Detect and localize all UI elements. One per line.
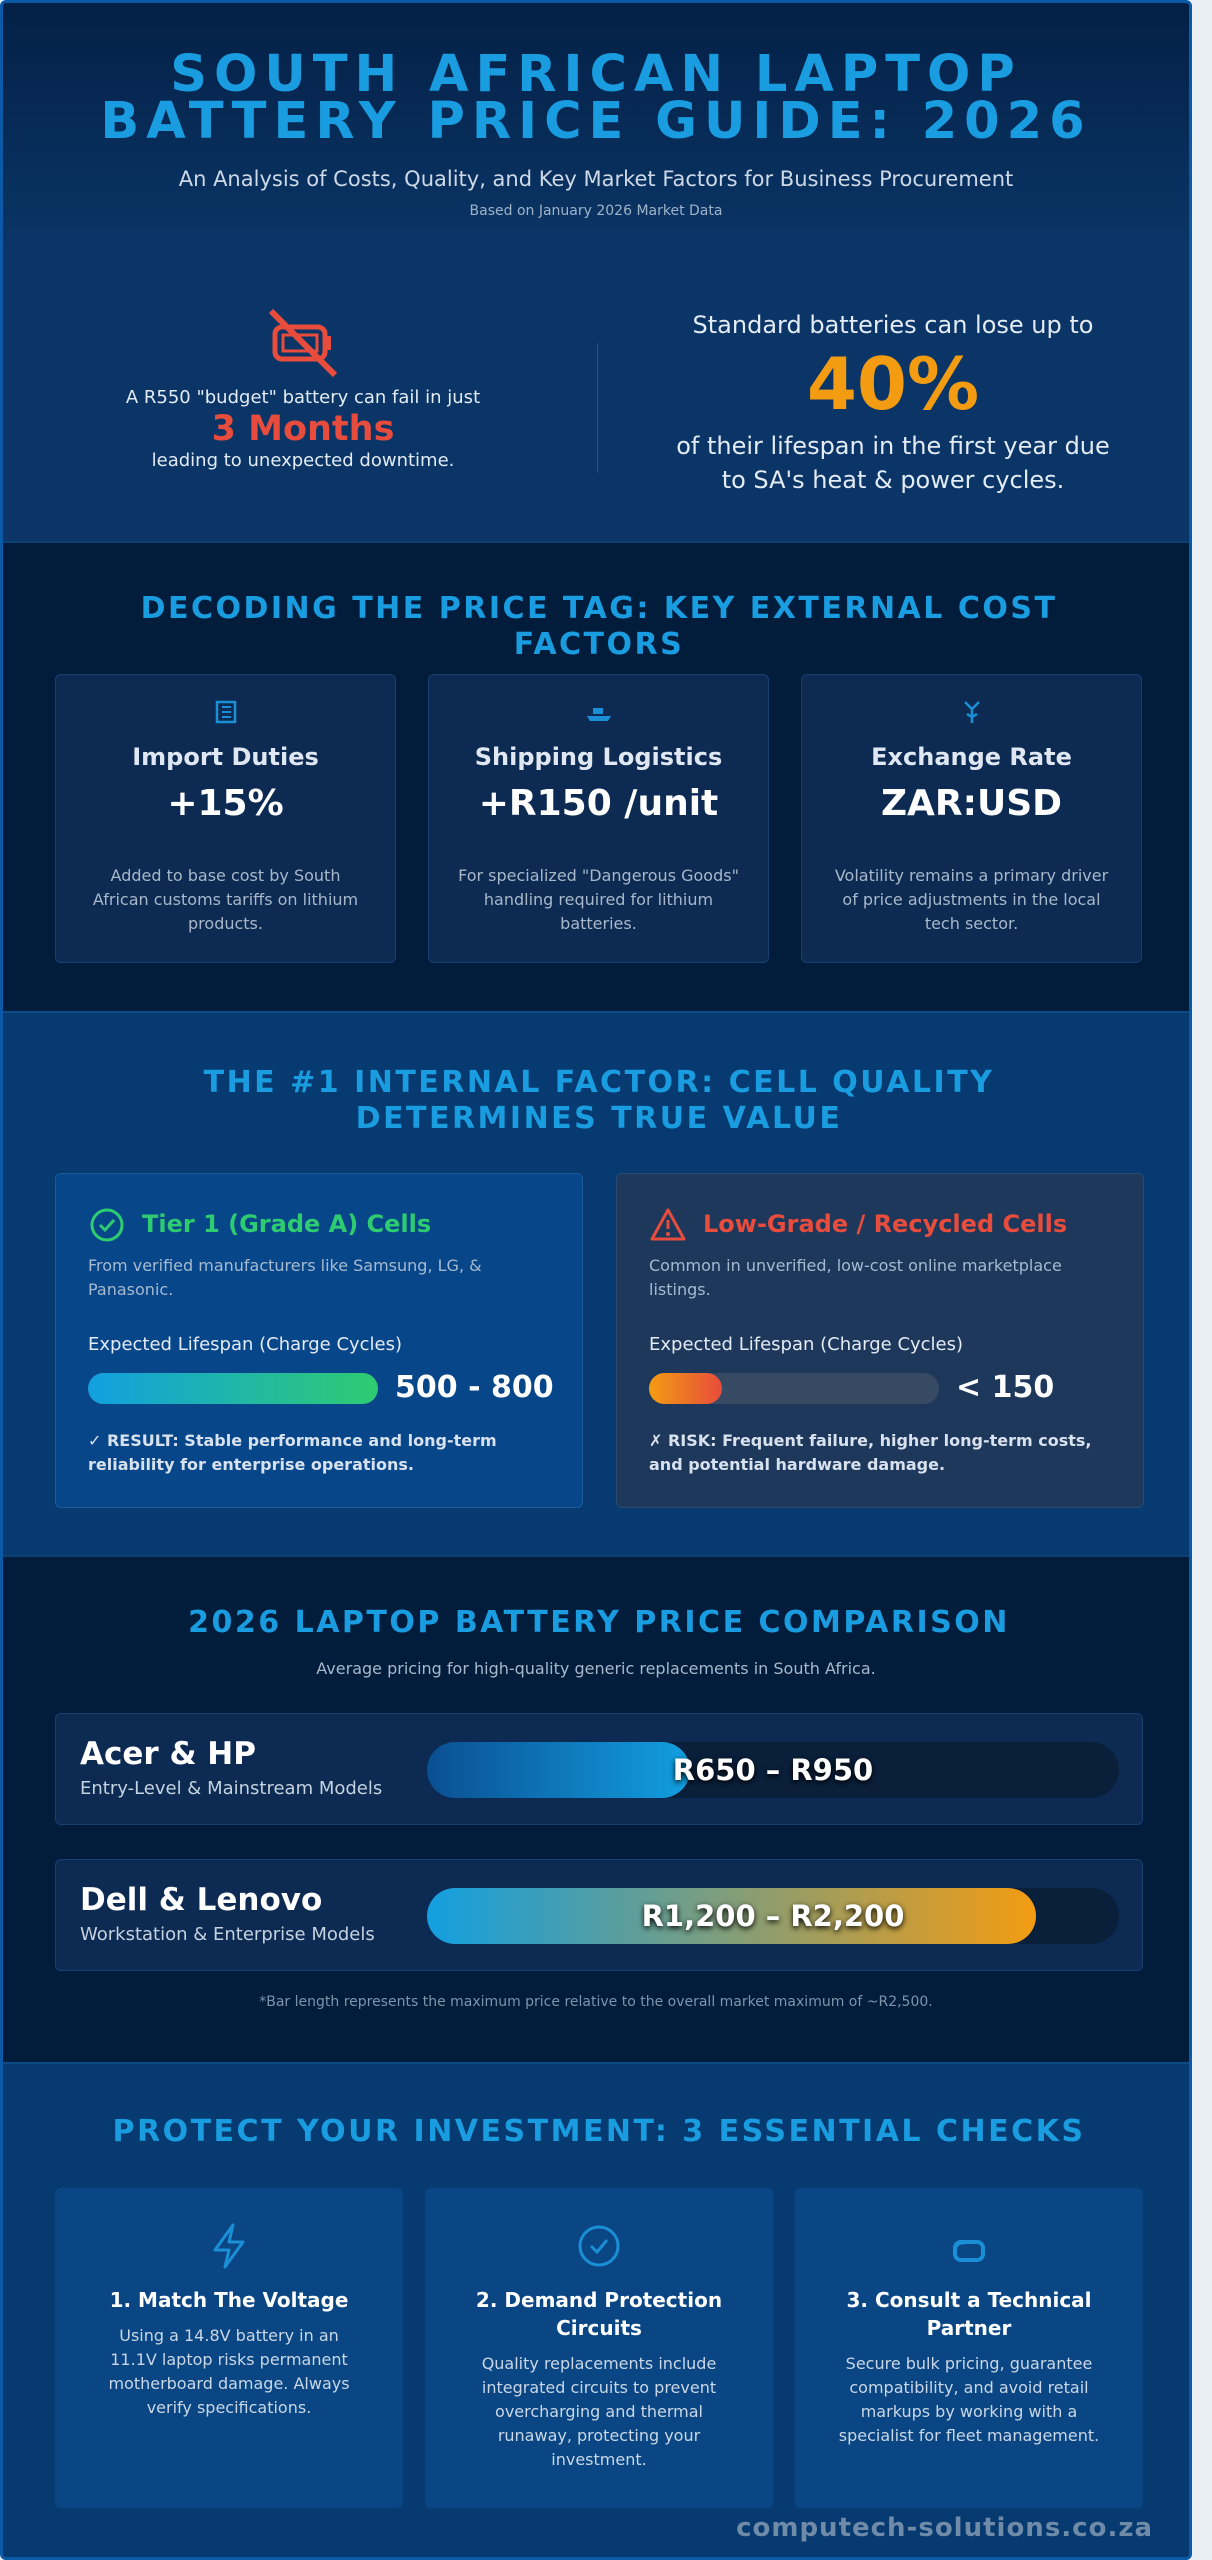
price-row: Dell & Lenovo Workstation & Enterprise Mo…	[55, 1859, 1143, 1971]
lifespan-fill	[649, 1373, 722, 1404]
price-comparison-section: 2026 LAPTOP BATTERY PRICE COMPARISON Ave…	[3, 1555, 1189, 2062]
icon	[650, 1208, 686, 1241]
icon	[215, 700, 236, 724]
icon	[586, 708, 611, 721]
card-title: Tier 1 (Grade A) Cells	[142, 1210, 432, 1238]
icon	[213, 2223, 245, 2269]
card-description: Common in unverified, low-cost online ma…	[649, 1256, 1062, 1299]
cell-quality-section: THE #1 INTERNAL FACTOR: CELL QUALITY DET…	[3, 1011, 1189, 1555]
section-title: THE #1 INTERNAL FACTOR: CELL QUALITY DET…	[203, 1065, 995, 1136]
cost-card: Exchange Rate ZAR:USD Volatility remains a…	[801, 674, 1142, 963]
footnote: *Bar length represents the maximum price…	[259, 1994, 933, 2010]
price-track: R1,200 – R2,200	[427, 1888, 1119, 1944]
icon	[213, 2223, 245, 2269]
card-value: ZAR:USD	[880, 783, 1063, 824]
price-track: R650 – R950	[427, 1742, 1119, 1798]
section-title: DECODING THE PRICE TAG: KEY EXTERNAL COS…	[140, 591, 1058, 662]
card-title: Low-Grade / Recycled Cells	[703, 1210, 1068, 1238]
note: Based on January 2026 Market Data	[469, 203, 723, 219]
icon	[589, 2239, 609, 2255]
lifespan-range: 500 - 800	[395, 1370, 554, 1405]
icon	[953, 2240, 985, 2262]
price-label: R1,200 – R2,200	[641, 1899, 905, 1933]
icon	[215, 700, 236, 724]
card-verdict: ✗ RISK: Frequent failure, higher long-te…	[649, 1431, 1092, 1474]
icon	[963, 701, 980, 723]
card-title: Import Duties	[132, 743, 319, 771]
battery-off-icon	[268, 308, 338, 378]
hero-right-outro: of their lifespan in the first year due …	[676, 432, 1110, 494]
check-title: 2. Demand Protection Circuits	[475, 2288, 723, 2340]
section-subtitle: Average pricing for high-quality generic…	[316, 1659, 876, 1678]
header-section: SOUTH AFRICAN LAPTOP BATTERY PRICE GUIDE…	[3, 3, 1189, 541]
subtitle: An Analysis of Costs, Quality, and Key M…	[178, 167, 1014, 191]
cost-factors-section: DECODING THE PRICE TAG: KEY EXTERNAL COS…	[3, 541, 1189, 1011]
card-value: +R150 /unit	[478, 783, 719, 824]
icon	[90, 1208, 124, 1242]
quality-card: Low-Grade / Recycled Cells Common in unve…	[616, 1173, 1144, 1508]
lifespan-track	[649, 1373, 939, 1404]
cost-card: Shipping Logistics +R150 /unit For special…	[428, 674, 769, 963]
lifespan-label: Expected Lifespan (Charge Cycles)	[649, 1334, 964, 1355]
hero-right-highlight: 40%	[806, 342, 980, 426]
check-description: Secure bulk pricing, guarantee compatibi…	[838, 2354, 1100, 2445]
check-title: 1. Match The Voltage	[109, 2288, 349, 2312]
card-title: Exchange Rate	[871, 743, 1072, 771]
card-value: +15%	[167, 783, 284, 824]
check-description: Using a 14.8V battery in an 11.1V laptop…	[108, 2326, 350, 2417]
check-card: 3. Consult a Technical Partner Secure bul…	[795, 2188, 1143, 2508]
icon	[592, 708, 603, 714]
hero-left-highlight: 3 Months	[211, 409, 395, 449]
cost-card: Import Duties +15% Added to base cost by S…	[55, 674, 396, 963]
price-bar	[427, 1742, 690, 1798]
icon	[650, 1208, 686, 1241]
icon	[963, 701, 980, 723]
price-row: Acer & HP Entry-Level & Mainstream Models…	[55, 1713, 1143, 1825]
title: SOUTH AFRICAN LAPTOP BATTERY PRICE GUIDE…	[100, 45, 1092, 151]
hero-right: Standard batteries can lose up to 40% of…	[633, 311, 1153, 497]
check-title: 3. Consult a Technical Partner	[846, 2288, 1092, 2340]
hero-left: A R550 "budget" battery can fail in just…	[103, 303, 503, 471]
checks-section: PROTECT YOUR INVESTMENT: 3 ESSENTIAL CHE…	[3, 2062, 1189, 2557]
icon	[578, 2225, 620, 2267]
lifespan-track	[88, 1373, 378, 1404]
icon	[578, 2225, 620, 2267]
lifespan-fill	[88, 1373, 378, 1404]
section-title: 2026 LAPTOP BATTERY PRICE COMPARISON	[188, 1605, 1010, 1640]
hero-left-intro: A R550 "budget" battery can fail in just	[125, 387, 481, 408]
hero-left-outro: leading to unexpected downtime.	[151, 450, 455, 471]
card-description: Added to base cost by South African cust…	[92, 866, 359, 933]
card-description: Volatility remains a primary driver of p…	[834, 866, 1109, 933]
check-description: Quality replacements include integrated …	[481, 2354, 717, 2469]
segment: Entry-Level & Mainstream Models	[80, 1778, 383, 1799]
lifespan-range: < 150	[956, 1370, 1055, 1405]
icon	[666, 1232, 670, 1236]
segment: Workstation & Enterprise Models	[80, 1924, 375, 1945]
hero-right-intro: Standard batteries can lose up to	[692, 311, 1094, 339]
quality-card: Tier 1 (Grade A) Cells From verified manu…	[55, 1173, 583, 1508]
check-card: 1. Match The Voltage Using a 14.8V batter…	[55, 2188, 403, 2508]
icon	[586, 716, 611, 721]
price-bar	[427, 1888, 1036, 1944]
icon	[98, 1218, 116, 1233]
card-title: Shipping Logistics	[474, 743, 723, 771]
price-label: R650 – R950	[672, 1753, 874, 1787]
check-card: 2. Demand Protection Circuits Quality rep…	[425, 2188, 773, 2508]
footer-site: computech-solutions.co.za	[736, 2513, 1153, 2543]
card-verdict: ✓ RESULT: Stable performance and long-te…	[88, 1431, 497, 1474]
brand: Acer & HP	[80, 1736, 256, 1772]
icon	[90, 1208, 124, 1242]
card-description: For specialized "Dangerous Goods" handli…	[458, 866, 739, 933]
card-description: From verified manufacturers like Samsung…	[88, 1256, 482, 1299]
brand: Dell & Lenovo	[80, 1882, 323, 1918]
section-title: PROTECT YOUR INVESTMENT: 3 ESSENTIAL CHE…	[112, 2114, 1086, 2149]
icon	[953, 2240, 970, 2251]
divider	[597, 343, 598, 473]
lifespan-label: Expected Lifespan (Charge Cycles)	[88, 1334, 403, 1355]
